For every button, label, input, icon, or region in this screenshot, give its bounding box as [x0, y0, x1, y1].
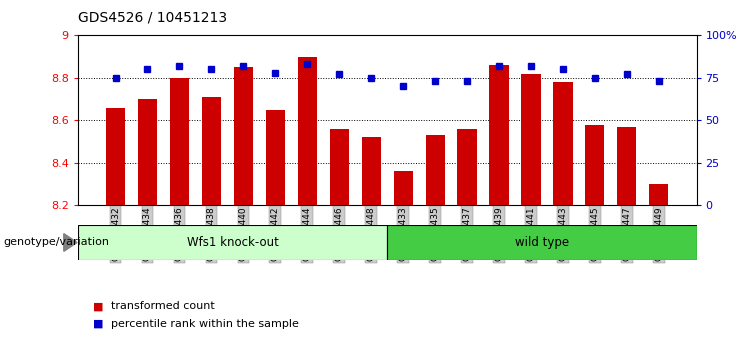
Bar: [585, 125, 605, 205]
Bar: [362, 137, 381, 205]
Text: wild type: wild type: [515, 236, 569, 249]
Bar: [233, 67, 253, 205]
Polygon shape: [64, 234, 77, 251]
Bar: [554, 82, 573, 205]
Bar: [457, 129, 476, 205]
Bar: [170, 78, 189, 205]
Bar: [138, 99, 157, 205]
Text: Wfs1 knock-out: Wfs1 knock-out: [187, 236, 279, 249]
Bar: [393, 171, 413, 205]
Bar: [266, 110, 285, 205]
Bar: [202, 97, 221, 205]
Bar: [522, 74, 541, 205]
Bar: [330, 129, 349, 205]
Bar: [617, 127, 637, 205]
Bar: [78, 225, 387, 260]
Bar: [425, 135, 445, 205]
Text: genotype/variation: genotype/variation: [4, 238, 110, 247]
Bar: [387, 225, 697, 260]
Text: percentile rank within the sample: percentile rank within the sample: [111, 319, 299, 329]
Bar: [649, 184, 668, 205]
Text: ■: ■: [93, 319, 103, 329]
Text: ■: ■: [93, 301, 103, 311]
Bar: [106, 108, 125, 205]
Bar: [490, 65, 508, 205]
Text: GDS4526 / 10451213: GDS4526 / 10451213: [78, 11, 227, 25]
Text: transformed count: transformed count: [111, 301, 215, 311]
Bar: [298, 57, 317, 205]
